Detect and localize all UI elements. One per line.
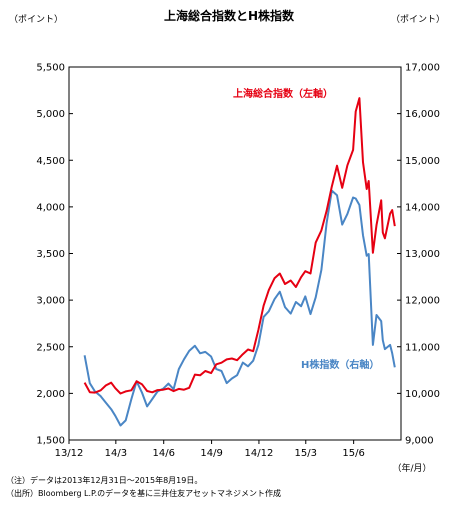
footnote: （注）データは2013年12月31日～2015年8月19日。 <box>6 476 203 485</box>
x-tick-label: 15/3 <box>295 448 317 459</box>
left-axis-unit: （ポイント） <box>9 14 63 25</box>
plot-frame <box>68 66 402 441</box>
right-tick-label: 16,000 <box>405 109 440 120</box>
x-tick-label: 15/6 <box>342 448 364 459</box>
x-tick-label: 13/12 <box>55 448 84 459</box>
left-tick-label: 2,500 <box>36 342 65 353</box>
right-axis-unit: （ポイント） <box>391 14 445 25</box>
chart-title: 上海総合指数とH株指数 <box>164 8 295 23</box>
right-tick-label: 15,000 <box>405 156 440 167</box>
x-tick-label: 14/12 <box>245 448 274 459</box>
x-tick-label: 14/3 <box>105 448 127 459</box>
x-axis-unit: （年/月） <box>392 462 431 474</box>
series-line-shanghai <box>83 97 396 395</box>
right-tick-label: 17,000 <box>405 63 440 74</box>
source-note: （出所）Bloomberg L.P.のデータを基に三井住友アセットマネジメント作… <box>6 489 282 498</box>
left-tick-label: 5,500 <box>36 63 65 74</box>
left-tick-label: 2,000 <box>36 389 65 400</box>
left-tick-label: 5,000 <box>36 109 65 120</box>
right-tick-label: 14,000 <box>405 202 440 213</box>
left-tick-label: 4,500 <box>36 156 65 167</box>
left-axis: 1,500 2,000 2,500 3,000 3,500 4,000 4,500 5,000… <box>36 63 73 447</box>
x-tick-label: 14/6 <box>152 448 174 459</box>
right-axis: 9,000 10,000 11,000 12,000 13,000 14,000 15,00… <box>397 63 440 447</box>
series-line-h-shares <box>83 189 396 427</box>
right-tick-label: 10,000 <box>405 389 440 400</box>
right-tick-label: 11,000 <box>405 342 440 353</box>
x-axis: 13/12 14/3 14/6 14/9 14/12 15/3 15/6 <box>55 440 365 459</box>
series-label-shanghai: 上海総合指数（左軸） <box>233 87 333 100</box>
left-tick-label: 3,000 <box>36 296 65 307</box>
right-tick-label: 12,000 <box>405 296 440 307</box>
series-layer <box>83 97 396 427</box>
series-label-h-shares: H株指数（右軸） <box>301 358 379 371</box>
x-tick-label: 14/9 <box>200 448 222 459</box>
right-tick-label: 13,000 <box>405 249 440 260</box>
left-tick-label: 1,500 <box>36 436 65 447</box>
right-tick-label: 9,000 <box>405 436 434 447</box>
left-tick-label: 3,500 <box>36 249 65 260</box>
left-tick-label: 4,000 <box>36 202 65 213</box>
